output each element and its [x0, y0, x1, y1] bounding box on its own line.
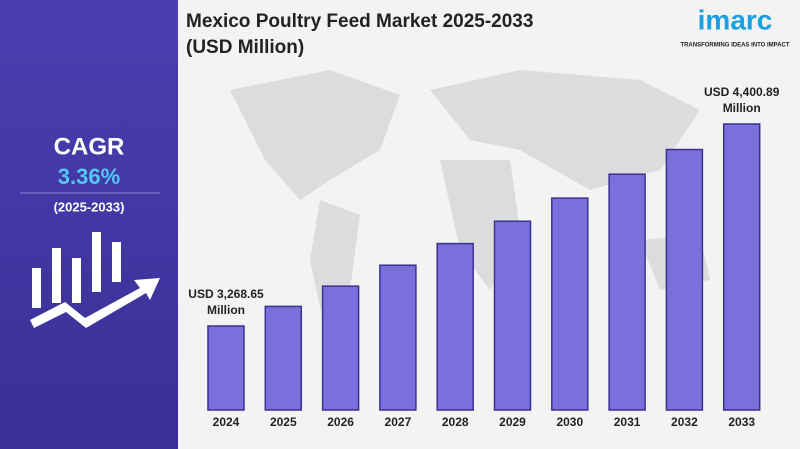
bar — [321, 285, 360, 411]
x-tick-label: 2030 — [556, 415, 583, 429]
bar — [264, 305, 303, 411]
x-tick-label: 2026 — [327, 415, 354, 429]
side-panel — [0, 0, 178, 449]
bar — [608, 173, 646, 411]
bar — [436, 242, 474, 411]
x-tick-label: 2029 — [499, 415, 526, 429]
cagr-period: (2025-2033) — [54, 199, 125, 214]
growth-icon — [30, 232, 160, 328]
x-tick-label: 2025 — [270, 415, 297, 429]
value-label: USD 3,268.65 Million — [188, 287, 264, 317]
logo: imarc — [698, 4, 773, 35]
cagr-value: 3.36% — [58, 164, 120, 189]
value-label-box: USD 3,268.65 Million — [188, 287, 264, 317]
bar — [207, 325, 245, 411]
logo-tagline: TRANSFORMING IDEAS INTO IMPACT — [680, 43, 789, 49]
bar — [493, 220, 532, 411]
value-label-box: USD 4,400.89 Million — [703, 85, 780, 115]
x-tick-label: 2028 — [442, 415, 469, 429]
x-tick-label: 2027 — [385, 415, 412, 429]
x-tick-label: 2033 — [728, 415, 755, 429]
bar — [379, 264, 417, 411]
x-tick-label: 2032 — [671, 415, 698, 429]
x-tick-label: 2031 — [614, 415, 641, 429]
value-label: USD 4,400.89 Million — [703, 85, 780, 115]
title-line: Mexico Poultry Feed Market 2025-2033 — [186, 11, 533, 32]
bar — [722, 123, 761, 411]
cagr-label: CAGR — [54, 133, 125, 160]
chart-title: Mexico Poultry Feed Market 2025-2033 (USD… — [186, 11, 533, 58]
plot: 2024 USD 3,268.65 Million 2025 2026 2027 2028… — [188, 85, 780, 429]
bar — [551, 197, 589, 411]
title-line: (USD Million) — [186, 37, 304, 58]
bar — [665, 148, 704, 411]
x-tick-label: 2024 — [213, 415, 240, 429]
